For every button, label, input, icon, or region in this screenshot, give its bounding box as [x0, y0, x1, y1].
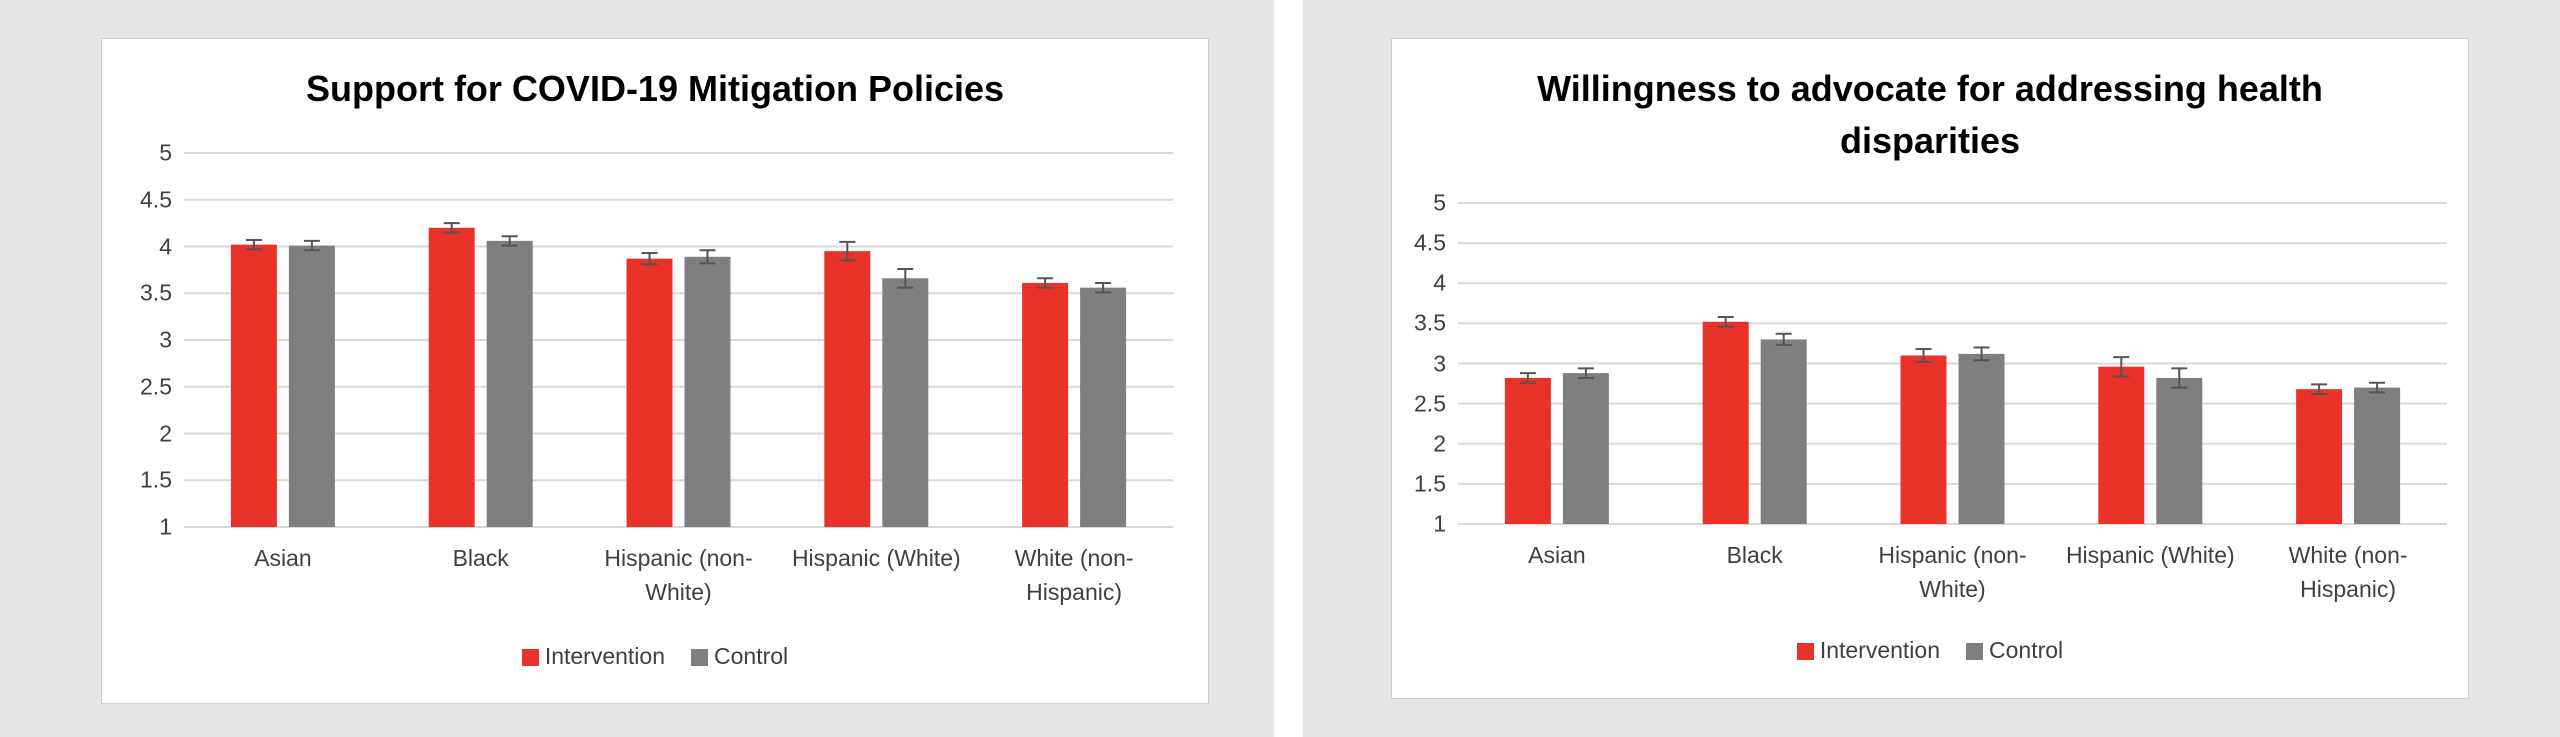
bar — [1900, 355, 1947, 524]
chart-box: Support for COVID-19 Mitigation Policies… — [101, 38, 1209, 704]
bar — [1562, 373, 1609, 524]
error-bar — [501, 235, 518, 247]
bar — [2098, 366, 2145, 524]
bar — [486, 240, 533, 527]
legend-label: Intervention — [544, 643, 666, 669]
y-tick-label: 4.5 — [1414, 229, 1446, 256]
y-tick-label: 4.5 — [140, 186, 172, 213]
bar — [230, 244, 277, 527]
x-tick-label: Black — [452, 545, 509, 571]
y-tick-label: 1 — [159, 513, 172, 540]
legend-item: Control — [1966, 637, 2063, 664]
x-tick-label: Hispanic (White) — [2065, 542, 2235, 568]
error-bar — [1973, 346, 1990, 362]
error-bar — [2369, 381, 2386, 394]
bar — [1022, 282, 1069, 527]
y-tick-label: 4 — [159, 233, 172, 259]
bar — [882, 278, 929, 527]
legend-item: Control — [691, 643, 788, 670]
chart-title: Willingness to advocate for addressing h… — [1537, 68, 2323, 161]
plot — [184, 152, 1173, 528]
chart-title: Support for COVID-19 Mitigation Policies — [305, 68, 1005, 109]
y-tick-label: 3 — [159, 326, 172, 353]
bar — [1702, 321, 1749, 524]
y-tick-label: 1 — [1433, 510, 1446, 537]
plot — [1458, 202, 2447, 525]
bar — [824, 251, 871, 528]
error-bar — [1037, 277, 1054, 289]
y-tick-label: 4 — [1433, 269, 1446, 296]
legend-item: Intervention — [1796, 637, 1941, 664]
legend: Intervention Control — [102, 643, 1208, 670]
legend-label: Control — [1989, 637, 2064, 663]
legend-item: Intervention — [521, 643, 666, 670]
chart-box: Willingness to advocate for addressing h… — [1391, 38, 2469, 699]
error-bar — [245, 238, 262, 251]
error-bar — [1095, 281, 1112, 294]
y-tick-label: 3.5 — [140, 279, 172, 306]
y-tick-label: 2 — [159, 420, 172, 446]
error-bar — [641, 252, 658, 266]
bar — [1504, 377, 1551, 524]
x-tick-label: Hispanic (non-White) — [604, 545, 753, 605]
legend: Intervention Control — [1392, 637, 2468, 664]
x-tick-label: Asian — [1528, 542, 1586, 568]
error-bar — [1915, 348, 1932, 363]
y-tick-label: 3.5 — [1414, 309, 1446, 336]
legend-swatch — [1796, 643, 1814, 661]
y-tick-label: 3 — [1433, 350, 1446, 376]
x-tick-label: Asian — [254, 545, 312, 571]
bar — [1760, 339, 1807, 524]
error-bar — [1577, 367, 1594, 379]
y-tick-label: 5 — [159, 139, 172, 166]
y-tick-label: 2 — [1433, 430, 1446, 457]
error-bar — [839, 240, 856, 262]
error-bar — [897, 267, 914, 289]
error-bar — [699, 249, 716, 265]
error-bar — [303, 239, 320, 252]
bar — [684, 256, 731, 527]
legend-swatch — [691, 649, 709, 667]
y-tick-label: 1.5 — [140, 466, 172, 493]
legend-swatch — [1966, 643, 1984, 661]
bar — [1958, 353, 2005, 524]
x-tick-label: White (non-Hispanic) — [1014, 545, 1134, 605]
error-bar — [2171, 367, 2188, 389]
legend-label: Control — [714, 643, 789, 669]
error-bar — [2311, 383, 2328, 395]
y-tick-label: 2.5 — [140, 373, 172, 400]
y-tick-label: 5 — [1433, 189, 1446, 216]
bar — [626, 258, 673, 527]
error-bar — [2113, 356, 2130, 378]
error-bar — [1775, 332, 1792, 347]
x-tick-label: Black — [1726, 542, 1783, 568]
legend-swatch — [521, 649, 539, 667]
y-tick-label: 2.5 — [1414, 390, 1446, 417]
x-tick-label: White (non-Hispanic) — [2288, 542, 2408, 602]
x-tick-label: Hispanic (White) — [791, 545, 961, 571]
bar — [288, 245, 335, 527]
legend-label: Intervention — [1819, 637, 1941, 663]
bar — [1080, 287, 1127, 527]
error-bar — [443, 222, 460, 234]
bar — [428, 227, 475, 528]
bar — [2354, 387, 2401, 524]
bar — [2296, 389, 2343, 524]
error-bar — [1519, 372, 1536, 384]
error-bar — [1717, 315, 1734, 328]
x-tick-label: Hispanic (non-White) — [1878, 542, 2027, 602]
bar — [2156, 377, 2203, 524]
y-tick-label: 1.5 — [1414, 470, 1446, 497]
